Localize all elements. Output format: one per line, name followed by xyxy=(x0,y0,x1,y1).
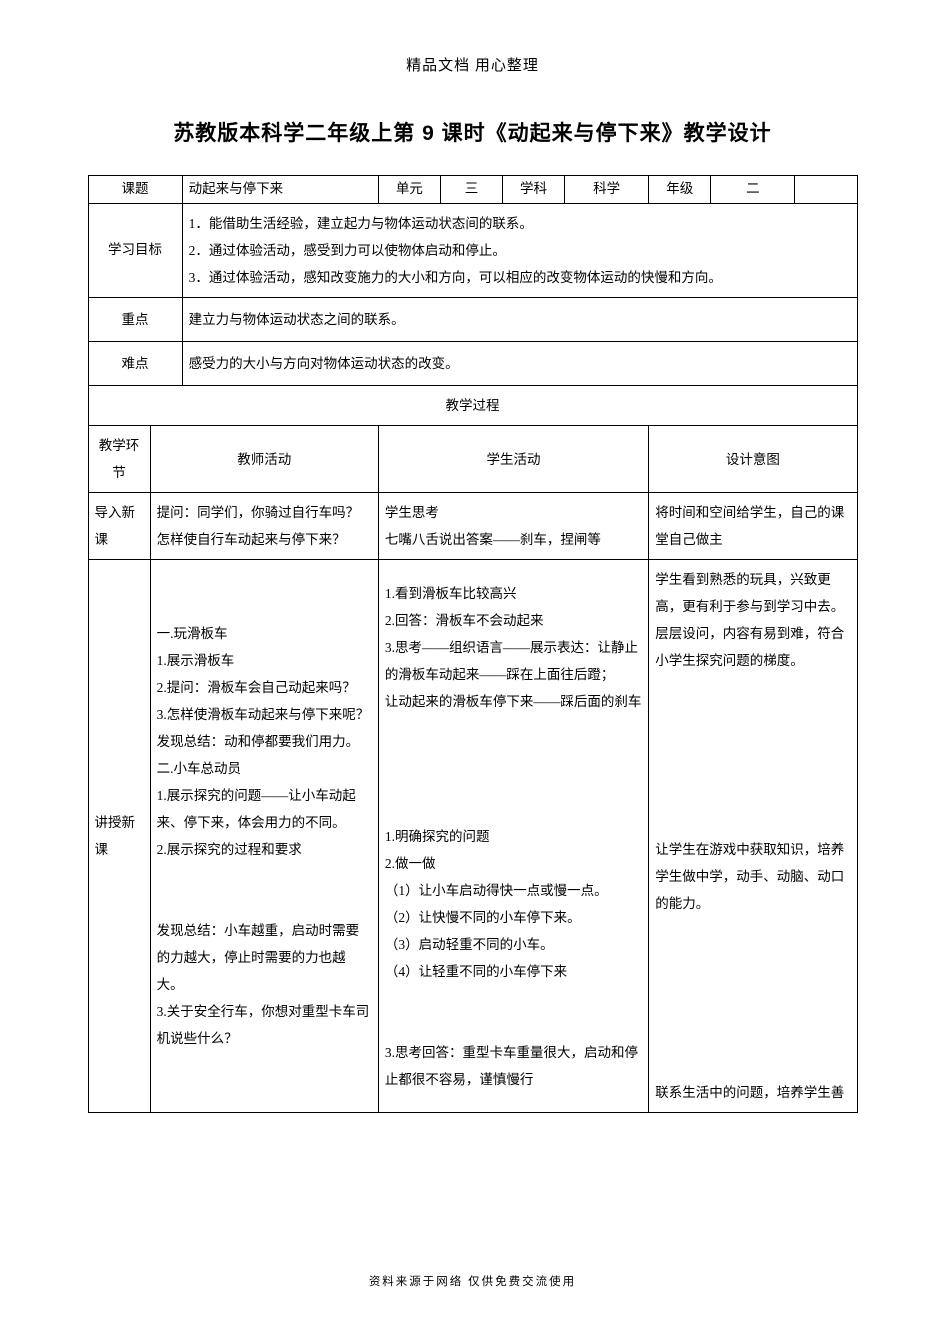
process-header-row: 教学过程 xyxy=(88,386,857,426)
meta-row: 课题 动起来与停下来 单元 三 学科 科学 年级 二 xyxy=(88,176,857,204)
label-goals: 学习目标 xyxy=(88,204,182,298)
intent-teach: 学生看到熟悉的玩具，兴致更高，更有利于参与到学习中去。层层设问，内容有易到难，符… xyxy=(649,560,857,1113)
intro-row: 导入新课 提问：同学们，你骑过自行车吗？怎样使自行车动起来与停下来？ 学生思考七… xyxy=(88,493,857,560)
teach-row: 讲授新课 一.玩滑板车1.展示滑板车2.提问：滑板车会自己动起来吗？3.怎样使滑… xyxy=(88,560,857,1113)
goals-row: 学习目标 1．能借助生活经验，建立起力与物体运动状态间的联系。2．通过体验活动，… xyxy=(88,204,857,298)
page-footer: 资料来源于网络 仅供免费交流使用 xyxy=(0,1273,945,1289)
student-intro: 学生思考七嘴八舌说出答案——刹车，捏闸等 xyxy=(378,493,648,560)
value-grade: 二 xyxy=(711,176,795,204)
document-title: 苏教版本科学二年级上第 9 课时《动起来与停下来》教学设计 xyxy=(0,117,945,147)
value-subject: 科学 xyxy=(565,176,649,204)
key-row: 重点 建立力与物体运动状态之间的联系。 xyxy=(88,298,857,342)
label-grade: 年级 xyxy=(649,176,711,204)
phase-intro: 导入新课 xyxy=(88,493,150,560)
col-teacher: 教师活动 xyxy=(150,426,378,493)
difficulty-row: 难点 感受力的大小与方向对物体运动状态的改变。 xyxy=(88,342,857,386)
value-key: 建立力与物体运动状态之间的联系。 xyxy=(182,298,857,342)
value-topic: 动起来与停下来 xyxy=(182,176,378,204)
teacher-intro: 提问：同学们，你骑过自行车吗？怎样使自行车动起来与停下来？ xyxy=(150,493,378,560)
label-topic: 课题 xyxy=(88,176,182,204)
student-teach: 1.看到滑板车比较高兴2.回答：滑板车不会动起来3.思考——组织语言——展示表达… xyxy=(378,560,648,1113)
col-student: 学生活动 xyxy=(378,426,648,493)
process-columns-row: 教学环节 教师活动 学生活动 设计意图 xyxy=(88,426,857,493)
phase-teach: 讲授新课 xyxy=(88,560,150,1113)
value-grade-extra xyxy=(795,176,857,204)
teacher-teach: 一.玩滑板车1.展示滑板车2.提问：滑板车会自己动起来吗？3.怎样使滑板车动起来… xyxy=(150,560,378,1113)
page-header: 精品文档 用心整理 xyxy=(0,0,945,75)
value-difficulty: 感受力的大小与方向对物体运动状态的改变。 xyxy=(182,342,857,386)
label-process: 教学过程 xyxy=(88,386,857,426)
value-goals: 1．能借助生活经验，建立起力与物体运动状态间的联系。2．通过体验活动，感受到力可… xyxy=(182,204,857,298)
value-unit: 三 xyxy=(440,176,502,204)
label-unit: 单元 xyxy=(378,176,440,204)
col-phase: 教学环节 xyxy=(88,426,150,493)
label-subject: 学科 xyxy=(503,176,565,204)
intent-intro: 将时间和空间给学生，自己的课堂自己做主 xyxy=(649,493,857,560)
col-intent: 设计意图 xyxy=(649,426,857,493)
label-key: 重点 xyxy=(88,298,182,342)
lesson-plan-table: 课题 动起来与停下来 单元 三 学科 科学 年级 二 学习目标 1．能借助生活经… xyxy=(88,175,858,1113)
label-difficulty: 难点 xyxy=(88,342,182,386)
